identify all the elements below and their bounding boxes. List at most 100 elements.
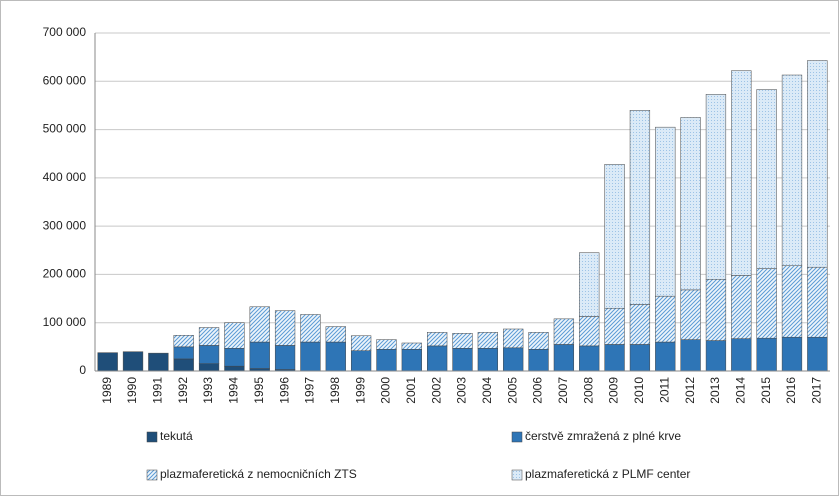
legend-swatch [146,431,158,443]
bar-segment [731,275,752,339]
y-tick-label: 500 000 [43,122,87,136]
bar-segment [579,252,600,317]
y-tick-label: 600 000 [43,73,87,87]
x-tick-label: 2009 [607,377,621,404]
bar-segment [452,333,473,349]
x-tick-label: 1991 [151,377,165,404]
x-tick-label: 2008 [581,377,595,404]
bar-segment [528,349,549,372]
bar-segment [224,322,245,349]
x-tick-label: 2015 [759,377,773,404]
bar-segment [325,326,346,343]
bar-segment [325,341,346,372]
bar-segment [781,265,803,338]
bar-segment [731,70,752,276]
bar-segment [401,342,422,350]
bar-segment [655,126,676,297]
y-tick-label: 0 [79,363,86,377]
x-tick-label: 2001 [404,377,418,404]
bar-segment [224,348,245,367]
bar-segment [350,335,372,351]
y-tick-label: 700 000 [43,25,87,39]
legend-label: tekutá [160,429,193,443]
bar-segment [680,117,701,291]
legend-label: plazmaferetická z PLMF center [525,467,690,481]
bar-segment [629,344,651,372]
bar-segment [629,110,651,305]
bar-segment [553,344,575,372]
bar-segment [224,365,245,372]
bar-segment [604,164,625,309]
x-tick-label: 1993 [201,377,215,404]
bar-segment [249,341,270,369]
bar-segment [452,348,473,372]
x-tick-label: 2002 [429,377,443,404]
bar-segment [198,363,220,372]
x-tick-label: 1995 [252,377,266,404]
bar-segment [427,345,448,372]
x-tick-label: 1994 [227,377,241,404]
x-tick-label: 1999 [353,377,367,404]
x-tick-label: 2000 [379,377,393,404]
bar-segment [629,304,651,345]
bar-segment [756,268,777,339]
bar-segment [350,350,372,372]
x-tick-label: 2010 [632,377,646,404]
legend-label: čerstvě zmražená z plné krve [525,429,681,443]
bar-segment [503,328,524,349]
bar-segment [376,349,397,372]
bar-segment [579,316,600,347]
bar-segment [198,327,220,346]
bar-segment [427,332,448,347]
y-tick-label: 300 000 [43,218,87,232]
bar-segment [705,340,727,372]
bar-segment [731,338,752,372]
bar-segment [148,352,169,372]
bar-segment [300,341,321,372]
bar-segment [249,306,270,343]
x-tick-label: 2016 [784,377,798,404]
x-tick-label: 2003 [455,377,469,404]
x-tick-label: 1997 [303,377,317,404]
bar-segment [173,335,194,348]
bar-segment [477,332,498,349]
x-tick-label: 2007 [556,377,570,404]
bar-segment [274,345,296,370]
bar-segment [376,339,397,350]
bar-segment [807,336,828,372]
bar-segment [579,345,600,372]
x-tick-label: 1998 [328,377,342,404]
y-tick-label: 200 000 [43,267,87,281]
bar-segment [807,60,828,268]
bar-segment [680,339,701,372]
y-tick-label: 400 000 [43,170,87,184]
bar-segment [604,344,625,372]
legend-swatch [146,469,158,481]
x-tick-label: 2006 [531,377,545,404]
x-tick-label: 2014 [733,377,747,404]
legend-swatch [511,469,523,481]
bar-segment [604,307,625,345]
bar-segment [173,358,194,372]
bar-segment [477,348,498,372]
x-tick-label: 1992 [176,377,190,404]
bar-segment [756,337,777,372]
bar-segment [705,94,727,280]
x-tick-label: 2012 [683,377,697,404]
bar-segment [503,347,524,372]
x-tick-label: 2011 [657,377,671,403]
bar-segment [198,345,220,365]
bar-segment [705,279,727,341]
x-tick-label: 2013 [708,377,722,404]
bar-segment [122,351,144,372]
bar-segment [807,266,828,338]
bar-segment [781,74,803,266]
x-tick-label: 1996 [277,377,291,404]
bar-segment [300,314,321,343]
bar-segment [173,346,194,360]
bar-segment [553,318,575,345]
x-tick-label: 1989 [100,377,114,404]
y-tick-label: 100 000 [43,315,87,329]
bar-segment [528,332,549,350]
